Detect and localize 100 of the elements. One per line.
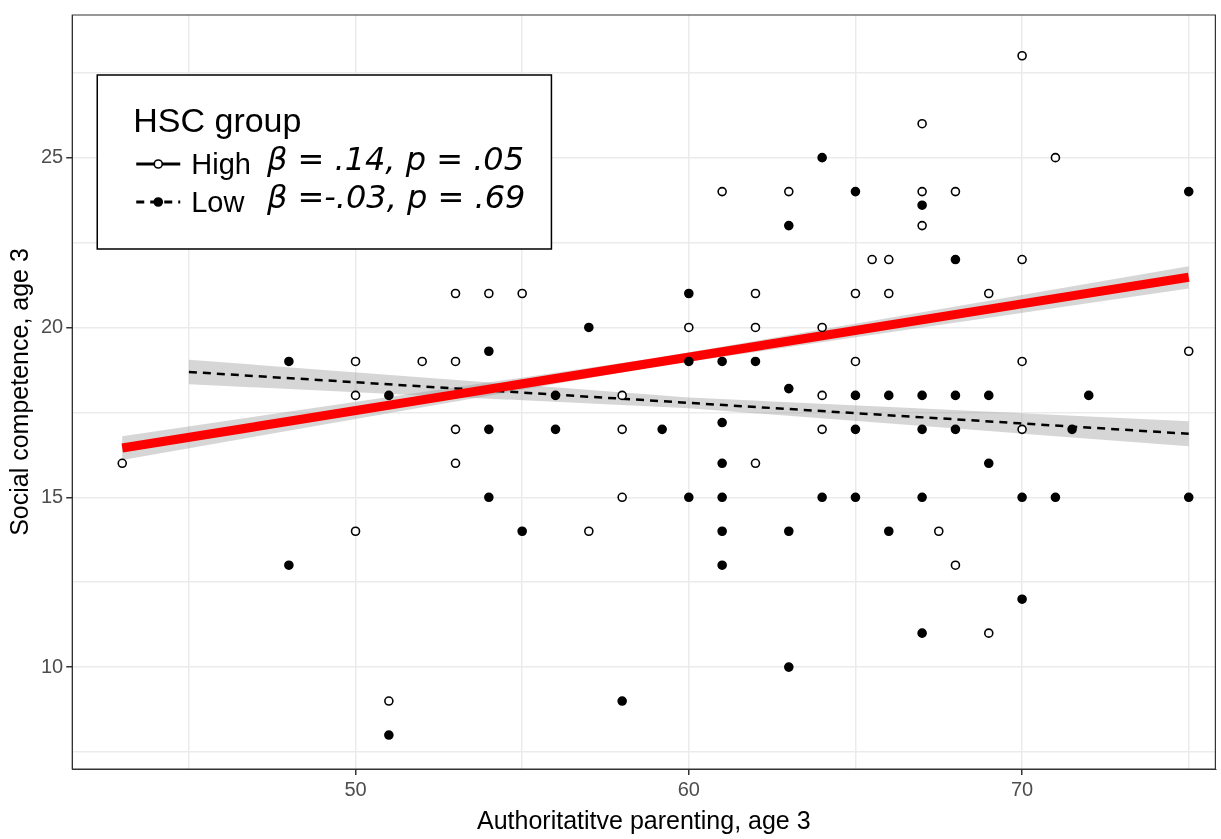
annotation: β = .14, p = .05: [265, 140, 525, 179]
point: [917, 492, 927, 503]
point: [450, 424, 461, 435]
point: [950, 390, 961, 401]
point: [450, 356, 461, 367]
point: [450, 288, 461, 299]
point: [817, 492, 827, 503]
point: [617, 424, 627, 435]
point: [933, 526, 944, 537]
point: [883, 526, 894, 537]
point: [550, 390, 561, 401]
x-tick-label: 70: [1010, 777, 1034, 800]
point: [617, 390, 627, 401]
point: [850, 288, 861, 299]
point: [1017, 50, 1027, 61]
point: [950, 424, 961, 435]
point: [883, 254, 894, 265]
point: [750, 322, 761, 333]
point: [917, 390, 927, 401]
y-tick-label: 10: [41, 654, 64, 677]
point: [284, 356, 294, 367]
point: [817, 152, 827, 163]
point: [950, 186, 961, 197]
point: [917, 628, 927, 638]
point: [867, 254, 877, 265]
point: [717, 417, 727, 428]
point: [1050, 492, 1061, 503]
point: [684, 288, 694, 299]
point: [617, 696, 627, 706]
point: [784, 662, 794, 672]
point: [717, 458, 727, 469]
point: [717, 560, 727, 571]
point: [550, 424, 561, 435]
legend-label: Low: [191, 186, 246, 218]
point: [850, 492, 861, 503]
point: [817, 322, 827, 333]
point: [350, 526, 361, 537]
legend-label: High: [191, 148, 251, 180]
point: [917, 220, 927, 231]
point: [784, 526, 794, 537]
point: [850, 186, 861, 197]
point: [384, 390, 394, 401]
point: [584, 322, 594, 333]
point: [484, 492, 494, 503]
point: [1017, 594, 1027, 604]
y-tick-label: 15: [41, 484, 64, 507]
point: [584, 526, 594, 537]
point: [817, 390, 827, 401]
point: [417, 356, 427, 367]
point: [784, 383, 794, 394]
point: [657, 424, 667, 435]
point: [850, 424, 861, 435]
point: [983, 628, 994, 638]
point: [917, 118, 927, 129]
point: [983, 458, 994, 469]
point: [617, 492, 627, 503]
point: [1083, 390, 1094, 401]
point: [983, 288, 994, 299]
legend-title: HSC group: [133, 101, 302, 140]
point: [684, 492, 694, 503]
point: [917, 424, 927, 435]
annotation: β =-.03, p = .69: [265, 178, 526, 217]
point: [450, 458, 461, 469]
point: [850, 390, 861, 401]
point: [484, 424, 494, 435]
point: [717, 186, 727, 197]
point: [784, 186, 794, 197]
point: [983, 390, 994, 401]
y-tick-label: 20: [41, 314, 64, 337]
x-tick-label: 50: [344, 777, 367, 800]
point: [684, 322, 694, 333]
point: [1183, 492, 1194, 503]
point: [917, 186, 927, 197]
point: [484, 346, 494, 357]
point: [684, 356, 694, 367]
point: [1067, 424, 1077, 435]
point: [750, 458, 761, 469]
point: [883, 390, 894, 401]
point: [284, 560, 294, 571]
point: [717, 492, 727, 503]
point: [883, 288, 894, 299]
point: [917, 200, 927, 210]
y-tick-label: 25: [41, 145, 64, 168]
x-tick-label: 60: [677, 777, 700, 800]
point: [717, 526, 727, 537]
x-axis-title: Authoritatitve parenting, age 3: [477, 805, 811, 834]
point: [384, 696, 394, 706]
point: [117, 458, 128, 469]
point: [384, 730, 394, 740]
point: [950, 560, 961, 571]
point: [850, 356, 861, 367]
point: [484, 288, 494, 299]
point: [750, 356, 761, 367]
y-axis-title: Social competence, age 3: [4, 248, 33, 536]
point: [1017, 424, 1027, 435]
point: [1017, 356, 1027, 367]
point: [1017, 254, 1027, 265]
point: [517, 288, 527, 299]
point: [950, 254, 961, 265]
point: [350, 390, 361, 401]
